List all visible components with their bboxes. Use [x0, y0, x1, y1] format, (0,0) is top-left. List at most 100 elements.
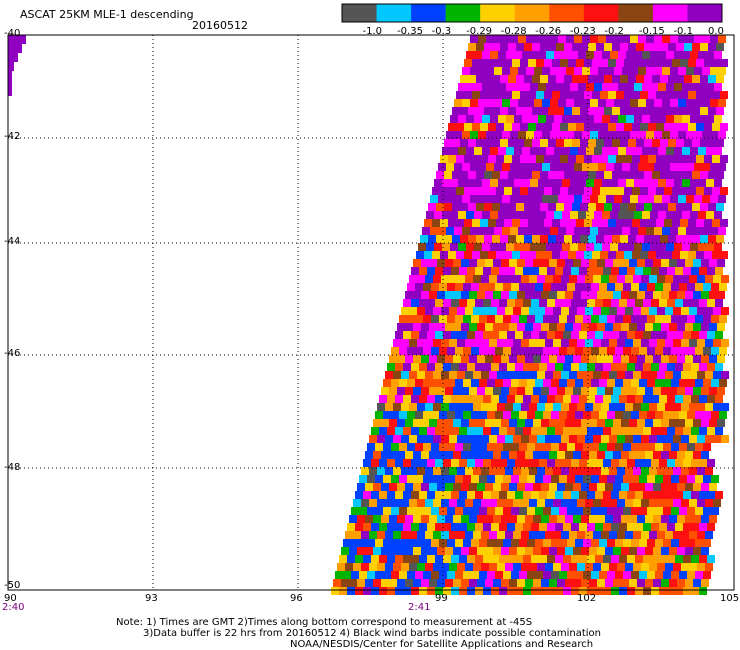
swath-cell	[649, 563, 657, 571]
swath-cell	[613, 451, 621, 459]
swath-cell	[561, 339, 569, 347]
swath-cell	[490, 179, 498, 187]
swath-cell	[518, 163, 526, 171]
swath-cell	[349, 547, 357, 555]
swath-cell	[475, 523, 483, 531]
swath-cell	[518, 67, 526, 75]
swath-cell	[664, 251, 672, 259]
swath-cell	[486, 99, 494, 107]
swath-cell	[500, 235, 508, 243]
swath-cell	[493, 259, 501, 267]
swath-cell	[709, 515, 717, 523]
swath-cell	[565, 483, 573, 491]
swath-cell	[615, 443, 623, 451]
swath-cell	[535, 347, 543, 355]
swath-cell	[549, 451, 557, 459]
swath-cell	[589, 547, 597, 555]
swath-cell	[379, 523, 387, 531]
swath-cell	[576, 59, 584, 67]
map-frame	[7, 34, 735, 591]
swath-cell	[689, 467, 697, 475]
swath-cell	[512, 155, 520, 163]
swath-cell	[638, 227, 646, 235]
swath-cell	[638, 35, 646, 43]
swath-cell	[702, 67, 710, 75]
swath-cell	[618, 179, 626, 187]
swath-cell	[450, 211, 458, 219]
lat-label-48: -48	[4, 462, 21, 473]
swath-cell	[463, 347, 471, 355]
swath-cell	[700, 139, 708, 147]
swath-cell	[606, 99, 614, 107]
swath-cell	[399, 411, 407, 419]
swath-cell	[441, 435, 449, 443]
swath-cell	[607, 539, 615, 547]
swath-cell	[576, 251, 584, 259]
swath-cell	[582, 163, 590, 171]
swath-cell	[465, 563, 473, 571]
swath-cell	[658, 243, 666, 251]
swath-cell	[509, 547, 517, 555]
swath-cell	[472, 187, 480, 195]
swath-cell	[565, 515, 573, 523]
swath-cell	[429, 483, 437, 491]
swath-cell	[711, 475, 719, 483]
swath-cell	[501, 259, 509, 267]
swath-cell	[623, 379, 631, 387]
swath-cell	[547, 523, 555, 531]
swath-cell	[520, 251, 528, 259]
swath-cell	[635, 555, 643, 563]
swath-cell	[373, 419, 381, 427]
swath-cell	[353, 563, 361, 571]
swath-cell	[616, 91, 624, 99]
swath-cell	[544, 123, 552, 131]
swath-cell	[569, 563, 577, 571]
swath-cell	[599, 539, 607, 547]
swath-cell	[641, 435, 649, 443]
swath-cell	[612, 43, 620, 51]
swath-cell	[427, 267, 435, 275]
swath-cell	[465, 435, 473, 443]
swath-cell	[511, 571, 519, 579]
swath-cell	[506, 211, 514, 219]
swath-cell	[459, 331, 467, 339]
swath-cell	[695, 443, 703, 451]
swath-cell	[668, 107, 676, 115]
swath-cell	[573, 387, 581, 395]
swath-cell	[589, 387, 597, 395]
swath-cell	[521, 403, 529, 411]
swath-cell	[508, 43, 516, 51]
swath-cell	[519, 443, 527, 451]
swath-cell	[399, 443, 407, 451]
swath-cell	[525, 451, 533, 459]
swath-cell	[643, 427, 651, 435]
swath-cell	[641, 307, 649, 315]
swath-cell	[480, 123, 488, 131]
swath-cell	[399, 507, 407, 515]
swath-cell	[375, 571, 383, 579]
swath-cell	[581, 579, 589, 587]
swath-cell	[519, 315, 527, 323]
swath-cell	[441, 371, 449, 379]
swath-cell	[667, 587, 675, 595]
swath-cell	[674, 211, 682, 219]
swath-cell	[522, 51, 530, 59]
swath-cell	[546, 83, 554, 91]
swath-cell	[401, 371, 409, 379]
swath-cell	[671, 539, 679, 547]
swath-cell	[604, 235, 612, 243]
swath-cell	[581, 419, 589, 427]
swath-cell	[629, 323, 637, 331]
swath-cell	[625, 531, 633, 539]
swath-cell	[548, 139, 556, 147]
swath-cell	[647, 315, 655, 323]
swath-cell	[513, 435, 521, 443]
swath-cell	[418, 243, 426, 251]
swath-cell	[507, 363, 515, 371]
swath-cell	[694, 227, 702, 235]
swath-cell	[565, 579, 573, 587]
swath-cell	[594, 211, 602, 219]
swath-cell	[466, 115, 474, 123]
swath-cell	[643, 491, 651, 499]
swath-cell	[563, 491, 571, 499]
